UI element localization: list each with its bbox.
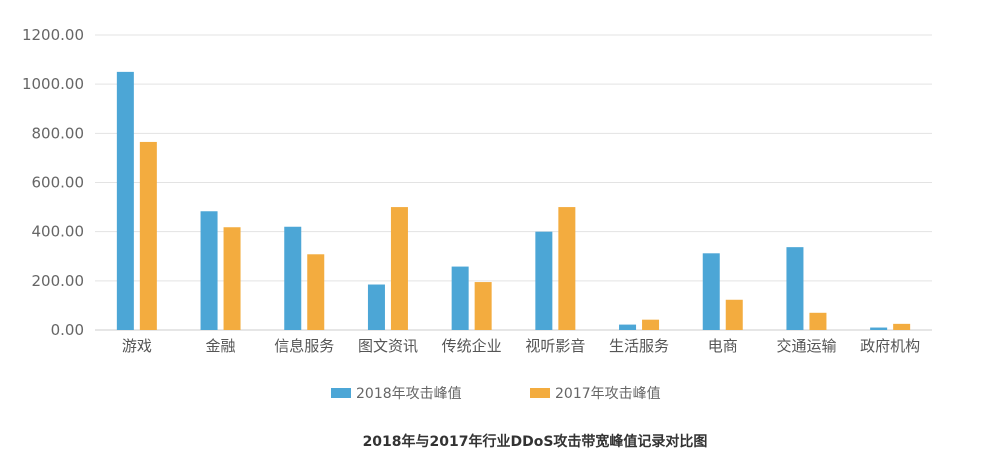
chart-title: 2018年与2017年行业DDoS攻击带宽峰值记录对比图 <box>363 433 708 450</box>
legend-label-2017: 2017年攻击峰值 <box>555 386 661 402</box>
legend-swatch-2018 <box>331 388 351 398</box>
legend-label-2018: 2018年攻击峰值 <box>356 386 462 402</box>
bar-2018-2 <box>284 226 302 330</box>
x-tick-label: 交通运输 <box>776 337 836 355</box>
bar-2018-3 <box>367 284 385 330</box>
legend-swatch-2017 <box>530 388 550 398</box>
x-tick-label: 电商 <box>708 337 738 355</box>
x-axis: 游戏 金融 信息服务 图文资讯 传统企业 视听影音 生活服务 电商 交通运输 政府机构 <box>122 337 920 355</box>
y-tick-label: 400.00 <box>32 223 85 241</box>
x-tick-label: 视听影音 <box>525 337 585 355</box>
x-tick-label: 政府机构 <box>860 337 920 355</box>
bar-2017-5 <box>558 207 576 330</box>
bar-2017-6 <box>642 319 660 330</box>
y-tick-label: 600.00 <box>32 174 85 192</box>
y-axis: 0.00 200.00 400.00 600.00 800.00 1000.00 1200.… <box>22 26 84 339</box>
x-tick-label: 生活服务 <box>609 337 669 355</box>
bar-2018-1 <box>200 211 218 330</box>
bar-2017-0 <box>139 141 157 330</box>
bar-2018-5 <box>535 231 553 330</box>
y-tick-label: 1000.00 <box>22 75 84 93</box>
bar-2017-2 <box>307 254 325 330</box>
bar-2018-4 <box>451 266 469 330</box>
legend: 2018年攻击峰值 2017年攻击峰值 <box>331 386 661 402</box>
grid-lines <box>95 34 932 331</box>
y-tick-label: 1200.00 <box>22 26 84 44</box>
bar-2017-8 <box>809 312 827 330</box>
bar-2018-8 <box>786 247 804 330</box>
bar-2017-9 <box>893 323 911 330</box>
x-tick-label: 金融 <box>206 337 236 355</box>
bars <box>116 71 911 330</box>
x-tick-label: 游戏 <box>122 337 152 355</box>
bar-2017-4 <box>474 282 492 330</box>
y-tick-label: 800.00 <box>32 124 85 142</box>
bar-2018-9 <box>870 327 888 330</box>
y-tick-label: 0.00 <box>51 321 84 339</box>
bar-2017-7 <box>725 299 743 330</box>
x-tick-label: 图文资讯 <box>358 337 418 355</box>
bar-2017-1 <box>223 227 241 330</box>
bar-2018-7 <box>702 253 720 330</box>
bar-2017-3 <box>390 207 408 330</box>
y-tick-label: 200.00 <box>32 272 85 290</box>
bar-2018-0 <box>116 71 134 330</box>
x-tick-label: 信息服务 <box>274 337 334 355</box>
bar-2018-6 <box>619 324 637 330</box>
x-tick-label: 传统企业 <box>442 337 502 355</box>
